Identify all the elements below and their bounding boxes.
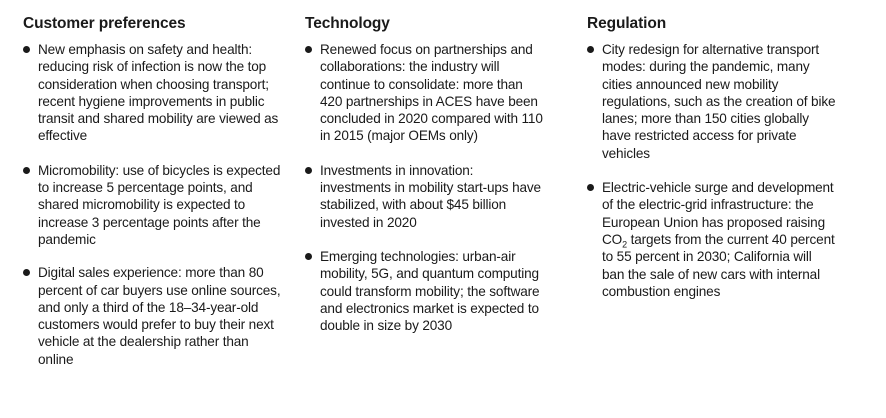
list-item-text: Digital sales experience: more than 80 p…: [38, 265, 281, 367]
subscript-text: 2: [622, 239, 627, 250]
list-item-text: Emerging technologies: urban-air mobilit…: [320, 248, 540, 334]
list-item: Electric-vehicle surge and development o…: [587, 179, 837, 300]
bullet-dot-icon: [587, 184, 594, 192]
bullet-list: Renewed focus on partnerships and collab…: [305, 41, 545, 334]
list-item: Micromobility: use of bicycles is expect…: [23, 162, 285, 248]
list-item-text: Investments in innovation: investments i…: [320, 162, 541, 230]
text-segment: Electric-vehicle surge and development o…: [602, 180, 834, 247]
bullet-dot-icon: [23, 46, 30, 53]
list-item-text: Renewed focus on partnerships and collab…: [320, 42, 543, 144]
column-technology: Technology Renewed focus on partnerships…: [305, 14, 545, 351]
column-heading: Technology: [305, 15, 390, 32]
bullet-dot-icon: [305, 166, 312, 174]
list-item: Investments in innovation: investments i…: [305, 162, 545, 231]
list-item: Renewed focus on partnerships and collab…: [305, 41, 545, 145]
list-item-text: New emphasis on safety and health: reduc…: [38, 42, 279, 144]
bullet-dot-icon: [305, 252, 312, 260]
list-item-text: Micromobility: use of bicycles is expect…: [38, 162, 281, 247]
column-customer-preferences: Customer preferences New emphasis on saf…: [23, 14, 285, 385]
text-segment: targets from the current 40 percent to 5…: [602, 231, 835, 299]
list-item: City redesign for alternative transport …: [587, 41, 837, 162]
bullet-list: New emphasis on safety and health: reduc…: [23, 41, 285, 368]
list-item-text: Electric-vehicle surge and development o…: [602, 179, 837, 300]
bullet-dot-icon: [305, 46, 312, 53]
bullet-dot-icon: [23, 166, 30, 174]
bullet-list: City redesign for alternative transport …: [587, 41, 837, 300]
list-item: Digital sales experience: more than 80 p…: [23, 264, 285, 368]
column-regulation: Regulation City redesign for alternative…: [587, 14, 837, 317]
list-item-text: City redesign for alternative transport …: [602, 42, 836, 161]
bullet-dot-icon: [587, 46, 594, 53]
column-heading: Regulation: [587, 15, 667, 32]
column-heading: Customer preferences: [23, 15, 186, 32]
list-item: New emphasis on safety and health: reduc…: [23, 41, 285, 145]
list-item: Emerging technologies: urban-air mobilit…: [305, 248, 545, 334]
bullet-dot-icon: [23, 269, 30, 277]
